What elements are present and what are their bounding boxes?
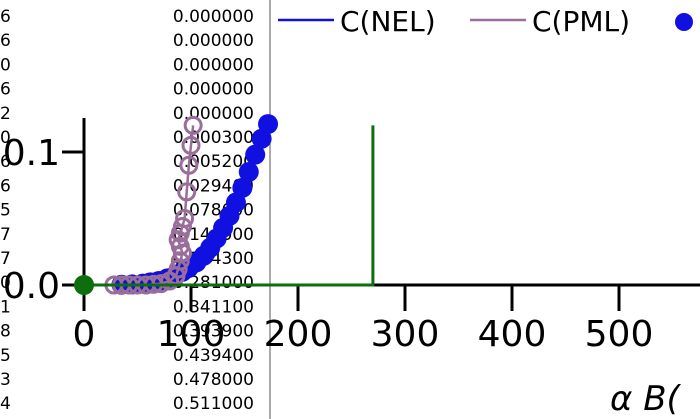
table-edge-digit: 4 [0, 394, 11, 414]
table-value: 0.511000 [173, 394, 254, 414]
data-point [245, 144, 266, 165]
table-edge-digit: 1 [0, 297, 11, 317]
x-tick-label: 200 [264, 314, 333, 355]
table-edge-digit: 6 [0, 152, 11, 172]
table-edge-digit: 5 [0, 201, 11, 221]
data-point [258, 114, 279, 135]
table-edge-digit: 5 [0, 346, 11, 366]
table-value: 0.000000 [173, 80, 254, 100]
table-value: 0.000000 [173, 31, 254, 51]
table-edge-digit: 6 [0, 7, 11, 27]
data-point [232, 177, 253, 198]
legend-label: C(PML) [532, 5, 630, 38]
legend-item: C(PML) [470, 5, 630, 38]
table-edge-digit: 6 [0, 80, 11, 100]
table-value: 0.393900 [173, 322, 254, 342]
table-edge-digit: 6 [0, 176, 11, 196]
data-point [177, 182, 197, 202]
table-edge-digit: 0 [0, 55, 11, 75]
y-tick-label: 0.1 [3, 133, 60, 174]
data-point [172, 216, 192, 236]
legend-swatch [675, 13, 693, 31]
series-line [84, 125, 375, 287]
table-value: 0.439400 [173, 346, 254, 366]
data-point [179, 155, 199, 175]
table-edge-digit: 0 [0, 128, 11, 148]
x-tick-label: 500 [585, 314, 654, 355]
data-point [181, 135, 201, 155]
series-2 [74, 125, 375, 295]
table-value: 0.000000 [173, 55, 254, 75]
axes: 010020030040050060.00.1 [3, 118, 700, 355]
data-point [238, 161, 259, 182]
legend-label: C(NEL) [340, 5, 436, 38]
table-value: 0.341100 [173, 297, 254, 317]
series-layer [74, 114, 375, 295]
x-tick-label: 400 [478, 314, 547, 355]
y-tick-label: 0.0 [3, 266, 60, 307]
legend: C(NEL) C(PML) [272, 0, 700, 44]
legend-item: C(NEL) [278, 5, 436, 38]
table-edge-digit: 8 [0, 322, 11, 342]
data-point [175, 209, 195, 228]
table-value: 0.281000 [173, 273, 254, 293]
legend-item [675, 13, 693, 31]
x-tick-label: 100 [157, 314, 226, 355]
table-edge-digit: 7 [0, 225, 11, 245]
table-edge-digit: 6 [0, 31, 11, 51]
table-edge-digit: 2 [0, 104, 11, 124]
data-point [183, 115, 203, 135]
x-axis-title: α B( [610, 379, 682, 419]
table-edge-digit: 7 [0, 249, 11, 269]
table-value: 0.478000 [173, 370, 254, 390]
x-tick-label: 0 [73, 314, 96, 355]
table-value: 0.000000 [173, 7, 254, 27]
table-edge-digit: 0 [0, 273, 11, 293]
x-tick-label: 300 [371, 314, 440, 355]
legend-background [272, 0, 700, 44]
data-point [74, 275, 94, 295]
table-edge-digit: 3 [0, 370, 11, 390]
